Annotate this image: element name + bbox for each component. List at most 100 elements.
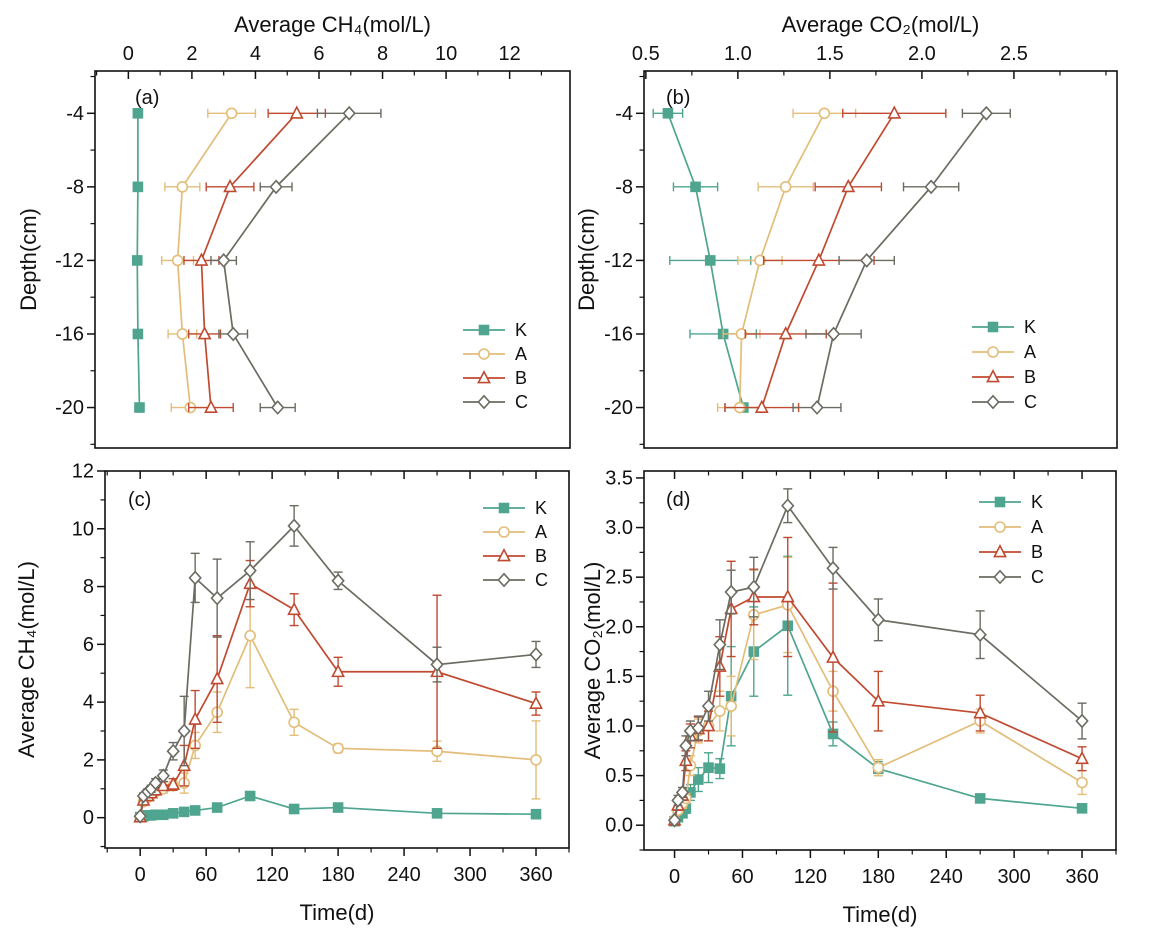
legend-marker	[498, 526, 510, 538]
data-point-marker	[714, 705, 726, 717]
x-tick-label: 240	[930, 866, 963, 888]
data-point-marker	[714, 763, 726, 774]
data-point-marker	[826, 560, 840, 576]
data-point-marker	[679, 738, 693, 754]
data-point-marker	[974, 793, 986, 804]
x-axis-title: Average CH₄(mol/L)	[234, 12, 431, 37]
panel-label: (a)	[135, 87, 159, 109]
data-point-marker	[204, 399, 218, 413]
panel-label: (c)	[128, 489, 151, 511]
x-tick-label: 6	[313, 43, 324, 65]
data-point-marker	[754, 399, 769, 413]
legend-marker	[993, 569, 1007, 585]
data-point-marker	[973, 627, 987, 643]
data-point-marker	[166, 743, 180, 759]
data-point-marker	[176, 181, 189, 193]
legend-label-A: A	[1024, 342, 1036, 362]
data-point-marker	[703, 762, 714, 773]
data-point-marker	[871, 693, 886, 707]
data-point-marker	[210, 671, 225, 685]
data-point-marker	[780, 589, 795, 603]
y-tick-label: -16	[55, 323, 84, 345]
data-point-marker	[289, 105, 304, 119]
y-tick-label: 0.5	[605, 765, 633, 787]
data-point-marker	[132, 328, 144, 340]
x-tick-label: 8	[377, 43, 388, 65]
data-point-marker	[701, 718, 716, 732]
x-axis-title: Time(d)	[300, 900, 375, 925]
x-tick-label: 300	[453, 864, 486, 886]
data-point-marker	[156, 768, 170, 784]
panel-label: (b)	[666, 87, 690, 109]
legend-label-A: A	[535, 522, 547, 542]
data-point-marker	[332, 802, 344, 813]
y-tick-label: -4	[66, 103, 84, 125]
data-point-marker	[781, 498, 795, 514]
x-tick-label: 120	[255, 864, 288, 886]
y-tick-label: 2	[83, 749, 94, 771]
y-tick-label: 2.5	[605, 567, 633, 589]
data-point-marker	[177, 723, 191, 739]
data-point-marker	[826, 649, 840, 663]
y-axis-title: Depth(cm)	[16, 208, 41, 311]
data-point-marker	[194, 252, 209, 266]
legend-marker	[497, 548, 511, 562]
x-tick-label: 10	[435, 43, 457, 65]
legend-label-C: C	[535, 570, 548, 590]
data-point-marker	[530, 808, 542, 820]
data-point-marker	[678, 752, 693, 767]
data-point-marker	[134, 402, 145, 413]
data-point-marker	[148, 775, 163, 791]
y-tick-label: 6	[83, 634, 94, 656]
y-tick-label: 10	[72, 518, 94, 540]
data-point-marker	[778, 326, 793, 340]
x-tick-label: 300	[997, 866, 1030, 888]
legend-label-B: B	[1031, 542, 1043, 562]
x-tick-label: 2	[186, 43, 197, 65]
data-point-marker	[701, 698, 716, 714]
x-tick-label: 120	[794, 866, 827, 888]
plot-frame	[104, 470, 570, 849]
x-tick-label: 1.0	[724, 43, 752, 65]
data-point-marker	[211, 802, 223, 813]
data-point-marker	[156, 777, 171, 792]
x-tick-label: 180	[862, 866, 895, 888]
panel-label: (d)	[666, 489, 690, 511]
series-C	[792, 105, 1011, 415]
x-tick-label: 2.5	[1000, 43, 1028, 65]
legend-marker	[478, 348, 490, 360]
x-tick-label: 0	[135, 864, 146, 886]
y-tick-label: -20	[604, 397, 633, 419]
data-point-marker	[287, 518, 301, 534]
data-point-marker	[779, 181, 792, 193]
data-point-marker	[288, 716, 300, 729]
plot-frame	[94, 70, 571, 449]
legend-marker	[477, 370, 491, 384]
series-C	[667, 488, 1089, 828]
data-point-marker	[225, 107, 238, 120]
y-tick-label: 2.0	[605, 616, 633, 638]
y-tick-label: -20	[55, 397, 84, 419]
data-point-marker	[132, 181, 144, 193]
data-point-marker	[691, 720, 706, 736]
x-tick-label: 60	[195, 864, 217, 886]
x-tick-label: 240	[387, 864, 420, 886]
data-point-marker	[197, 326, 212, 340]
y-tick-label: -4	[615, 103, 633, 125]
legend-label-B: B	[1024, 367, 1036, 387]
data-point-marker	[725, 700, 737, 712]
y-tick-label: -12	[55, 250, 84, 272]
data-point-marker	[1075, 713, 1089, 729]
legend-label-C: C	[1031, 567, 1044, 587]
data-point-marker	[690, 181, 701, 193]
data-point-marker	[189, 805, 201, 816]
data-point-marker	[667, 812, 682, 828]
x-tick-label: 0	[669, 866, 680, 888]
data-point-marker	[157, 809, 169, 821]
y-tick-label: -8	[66, 176, 84, 198]
x-tick-label: 360	[1065, 866, 1098, 888]
data-point-marker	[342, 105, 356, 121]
x-tick-label: 1.5	[816, 43, 844, 65]
